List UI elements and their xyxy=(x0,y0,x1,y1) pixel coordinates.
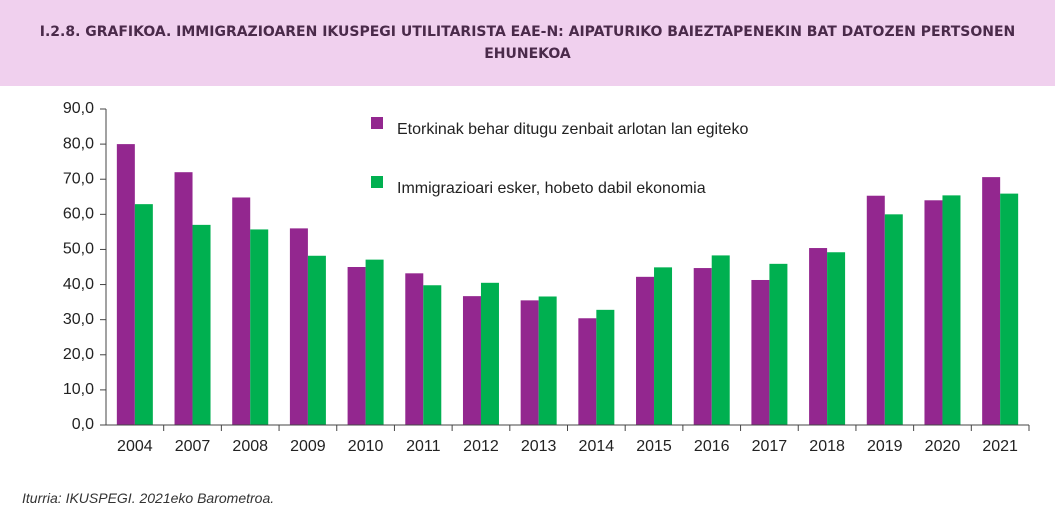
chart: 0,0 10,0 20,0 30,0 40,0 50,0 60,0 70,0 80,0 90,0 2… xyxy=(63,100,1030,455)
x-tick-label: 2012 xyxy=(463,438,499,455)
bar xyxy=(405,273,424,425)
bar xyxy=(347,267,366,425)
bar xyxy=(884,214,903,425)
chart-title: I.2.8. GRAFIKOA. IMMIGRAZIOAREN IKUSPEGI… xyxy=(39,24,1016,62)
x-tick-label: 2015 xyxy=(636,438,672,455)
x-tick-label: 2011 xyxy=(406,438,441,455)
bar xyxy=(751,279,770,425)
x-tick-label: 2016 xyxy=(694,438,730,455)
bar xyxy=(769,263,788,425)
y-tick-label: 40,0 xyxy=(63,276,94,293)
x-tick-label: 2021 xyxy=(982,438,1018,455)
y-tick-label: 10,0 xyxy=(63,381,94,398)
bar xyxy=(134,204,153,425)
bar xyxy=(174,172,193,425)
bar xyxy=(480,282,499,425)
y-tick-label: 70,0 xyxy=(63,170,94,187)
bar xyxy=(289,228,308,425)
legend-swatch xyxy=(371,117,383,129)
bar xyxy=(924,200,943,425)
x-tick-label: 2009 xyxy=(290,438,326,455)
bar xyxy=(693,268,712,425)
bar xyxy=(520,300,539,425)
bar xyxy=(538,296,557,425)
bar xyxy=(578,318,597,425)
bar xyxy=(809,248,828,425)
x-tick-label: 2020 xyxy=(925,438,961,455)
bar xyxy=(1000,193,1019,425)
bar xyxy=(250,229,269,425)
bar xyxy=(365,259,384,425)
bar xyxy=(711,255,730,425)
y-tick-label: 60,0 xyxy=(63,206,94,223)
bar xyxy=(462,296,481,425)
bar xyxy=(942,195,961,425)
y-tick-label: 30,0 xyxy=(63,311,94,328)
x-tick-label: 2018 xyxy=(809,438,845,455)
bar xyxy=(423,285,442,425)
bar xyxy=(116,144,135,425)
x-tick-label: 2014 xyxy=(579,438,615,455)
legend-swatch xyxy=(371,176,383,188)
bar xyxy=(232,197,251,425)
x-tick-label: 2019 xyxy=(867,438,903,455)
y-tick-label: 0,0 xyxy=(72,416,94,433)
legend-label: Etorkinak behar ditugu zenbait arlotan l… xyxy=(397,121,748,138)
bar xyxy=(192,224,211,425)
bar xyxy=(307,255,326,425)
x-tick-label: 2017 xyxy=(752,438,788,455)
bar xyxy=(596,309,615,425)
bar xyxy=(827,252,846,425)
bar xyxy=(654,267,673,425)
x-tick-label: 2010 xyxy=(348,438,384,455)
x-tick-label: 2004 xyxy=(117,438,153,455)
bar xyxy=(866,195,885,425)
bar xyxy=(636,276,655,425)
x-tick-label: 2008 xyxy=(232,438,268,455)
header: I.2.8. GRAFIKOA. IMMIGRAZIOAREN IKUSPEGI… xyxy=(0,0,1055,86)
source-note: Iturria: IKUSPEGI. 2021eko Barometroa. xyxy=(22,490,275,506)
y-tick-label: 50,0 xyxy=(63,241,94,258)
bar xyxy=(982,177,1001,425)
y-tick-label: 90,0 xyxy=(63,100,94,117)
legend-label: Immigrazioari esker, hobeto dabil ekonom… xyxy=(397,180,706,197)
y-tick-label: 20,0 xyxy=(63,346,94,363)
x-tick-label: 2007 xyxy=(175,438,211,455)
x-tick-label: 2013 xyxy=(521,438,557,455)
y-tick-label: 80,0 xyxy=(63,135,94,152)
